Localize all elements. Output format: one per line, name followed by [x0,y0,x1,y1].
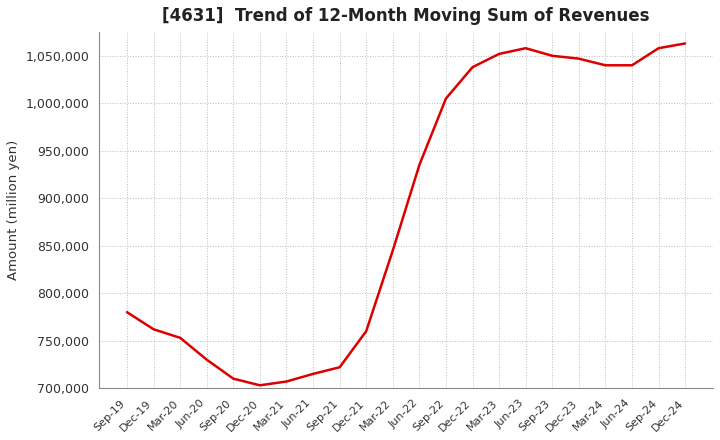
Title: [4631]  Trend of 12-Month Moving Sum of Revenues: [4631] Trend of 12-Month Moving Sum of R… [162,7,650,25]
Y-axis label: Amount (million yen): Amount (million yen) [7,140,20,280]
